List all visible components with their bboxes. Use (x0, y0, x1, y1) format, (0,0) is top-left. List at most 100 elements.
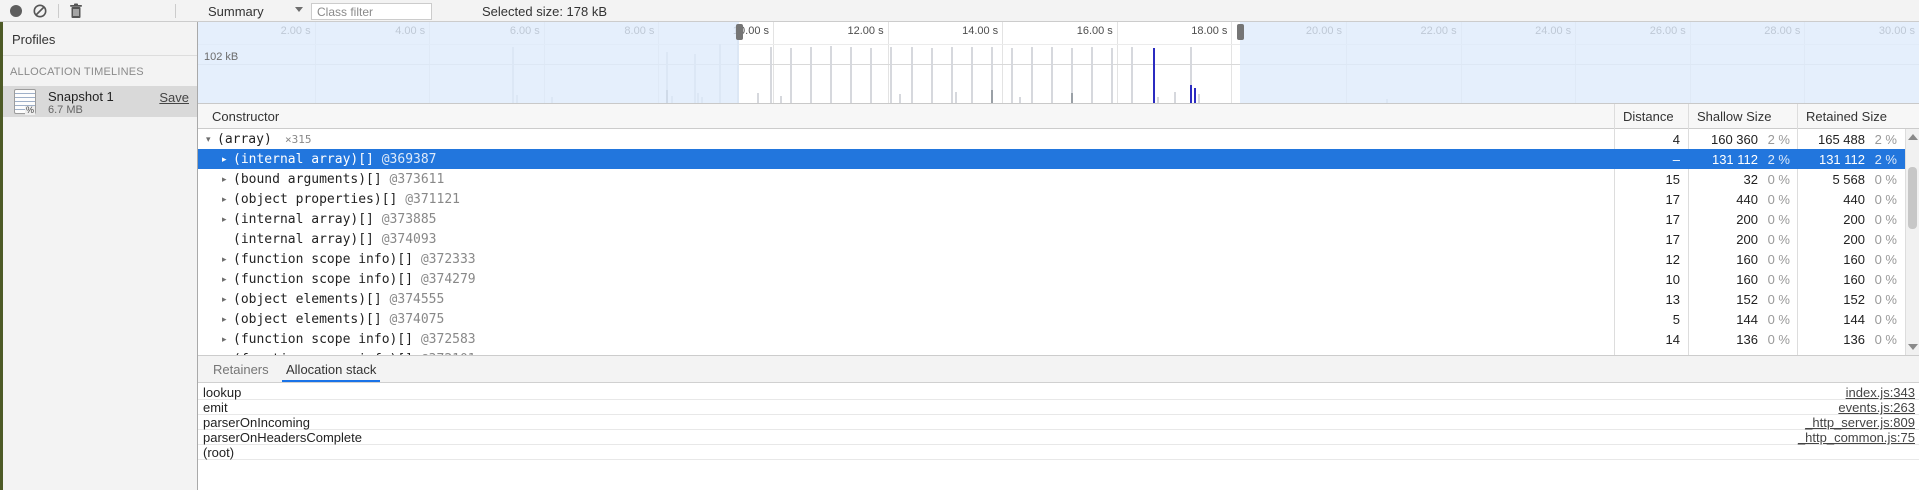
source-location-link[interactable]: events.js:263 (1838, 400, 1915, 415)
record-icon[interactable] (10, 5, 22, 17)
expand-icon[interactable]: ▸ (222, 334, 227, 344)
snapshot-size: 6.7 MB (48, 104, 83, 116)
distance-value: 12 (1665, 252, 1680, 267)
allocation-overview-chart[interactable]: 2.00 s4.00 s6.00 s8.00 s10.00 s12.00 s14… (198, 22, 1919, 104)
constructor-row[interactable]: ▸ (object properties)[] @371121 17 440 0 % 44… (198, 189, 1905, 209)
stack-frame-function: parserOnHeadersComplete (203, 430, 362, 445)
stack-frame-row: lookup index.js:343 (198, 383, 1919, 400)
distance-value: 17 (1665, 212, 1680, 227)
save-link[interactable]: Save (159, 90, 189, 105)
source-location-link[interactable]: _http_common.js:75 (1797, 430, 1915, 445)
allocation-bar (930, 48, 933, 103)
stack-frame-function: (root) (203, 445, 235, 460)
allocation-bar (810, 47, 813, 103)
distance-value: 13 (1665, 292, 1680, 307)
distance-value: 15 (1665, 172, 1680, 187)
scroll-up-icon[interactable] (1908, 134, 1918, 140)
allocation-bar (950, 47, 953, 103)
grid-scrollbar[interactable] (1905, 129, 1919, 355)
stack-frame-function: emit (203, 400, 228, 415)
time-gridline (1116, 22, 1118, 103)
selection-handle-right[interactable] (1236, 24, 1244, 40)
selection-handle-left[interactable] (735, 24, 743, 40)
expand-icon[interactable]: ▸ (222, 194, 227, 204)
constructor-row[interactable]: ▸ (function scope info)[] @372333 12 160 0 %… (198, 249, 1905, 269)
shallow-size-value: 32 (1743, 172, 1758, 187)
allocation-bar (1070, 48, 1073, 103)
datagrid-header[interactable]: Constructor Distance Shallow Size Retain… (198, 104, 1919, 129)
chevron-down-icon (295, 7, 303, 12)
constructor-row[interactable]: ▸ (function scope info)[] @372101 13 136 0 %… (198, 349, 1905, 355)
distance-value: 5 (1672, 312, 1680, 327)
object-id: @374555 (381, 292, 445, 307)
retained-size-percent: 0 % (1874, 232, 1897, 247)
constructor-name: (object elements)[] @374555 (233, 292, 445, 307)
tab-allocation-stack[interactable]: Allocation stack (281, 362, 381, 383)
class-filter-input[interactable] (311, 3, 432, 20)
constructor-row[interactable]: ▸ (bound arguments)[] @373611 15 32 0 % 5 568… (198, 169, 1905, 189)
constructor-grid: ▾ (array) ×315 4 160 360 2 % 165 488 2 % ▸ (inte… (198, 129, 1905, 355)
constructor-row[interactable]: ▸ (function scope info)[] @374279 10 160 0 %… (198, 269, 1905, 289)
allocation-bar-live (1189, 85, 1192, 103)
expand-icon[interactable]: ▸ (222, 214, 227, 224)
scrollbar-thumb[interactable] (1908, 167, 1917, 229)
allocation-bar (955, 92, 958, 103)
constructor-name: (function scope info)[] @372583 (233, 332, 476, 347)
constructor-row[interactable]: ▸ (internal array)[] @373885 17 200 0 % 200 0 … (198, 209, 1905, 229)
time-gridline (887, 22, 889, 103)
toolbar-separator (175, 4, 176, 18)
shallow-size-percent: 0 % (1767, 212, 1790, 227)
expand-icon[interactable]: ▸ (222, 294, 227, 304)
heap-snapshot-icon: % (14, 89, 36, 115)
perspective-select-label: Summary (208, 4, 264, 19)
column-header-retained-size[interactable]: Retained Size (1806, 109, 1887, 124)
constructor-row[interactable]: ▸ (internal array)[] @369387 – 131 112 2 % 13… (198, 149, 1905, 169)
shallow-size-percent: 0 % (1767, 332, 1790, 347)
expand-icon[interactable]: ▸ (222, 174, 227, 184)
perspective-select[interactable]: Summary (205, 0, 305, 22)
shallow-size-value: 200 (1736, 232, 1758, 247)
source-location-link[interactable]: index.js:343 (1845, 385, 1915, 400)
column-divider (1797, 104, 1798, 377)
shallow-size-value: 440 (1736, 192, 1758, 207)
delete-profile-icon[interactable] (69, 3, 83, 19)
time-tick-label: 12.00 s (847, 25, 884, 37)
column-header-constructor[interactable]: Constructor (212, 109, 280, 124)
stack-frame-function: parserOnIncoming (203, 415, 310, 430)
constructor-row[interactable]: ▸ (object elements)[] @374555 13 152 0 % 152 0… (198, 289, 1905, 309)
expand-icon[interactable]: ▸ (222, 274, 227, 284)
retained-size-value: 131 112 (1818, 152, 1865, 167)
expand-icon[interactable]: ▸ (222, 254, 227, 264)
constructor-row[interactable]: ▸ (function scope info)[] @372583 14 136 0 %… (198, 329, 1905, 349)
scroll-down-icon[interactable] (1908, 344, 1918, 350)
constructor-row[interactable]: ▾ (array) ×315 4 160 360 2 % 165 488 2 % (198, 129, 1905, 149)
constructor-row[interactable]: (internal array)[] @374093 17 200 0 % 200 0 % (198, 229, 1905, 249)
sidebar-item-snapshot-1[interactable]: % Snapshot 1 6.7 MB Save (0, 86, 197, 117)
sidebar-title: Profiles (12, 32, 56, 47)
allocation-bar (1050, 47, 1053, 103)
tab-retainers[interactable]: Retainers (213, 362, 269, 377)
expand-icon[interactable]: ▸ (222, 154, 227, 164)
allocation-bar (990, 47, 993, 103)
expand-icon[interactable]: ▸ (222, 314, 227, 324)
shallow-size-percent: 0 % (1767, 232, 1790, 247)
clear-all-icon[interactable] (33, 4, 47, 18)
source-location-link[interactable]: _http_server.js:809 (1805, 415, 1915, 430)
allocation-bar (1019, 97, 1022, 103)
column-header-distance[interactable]: Distance (1623, 109, 1674, 124)
retained-size-percent: 0 % (1874, 252, 1897, 267)
constructor-name: (function scope info)[] @372333 (233, 252, 476, 267)
collapse-icon[interactable]: ▾ (206, 134, 211, 144)
constructor-row[interactable]: ▸ (object elements)[] @374075 5 144 0 % 144 0 … (198, 309, 1905, 329)
retained-size-percent: 0 % (1874, 212, 1897, 227)
object-id: @374075 (381, 312, 445, 327)
allocation-bar (1174, 92, 1177, 103)
column-header-shallow-size[interactable]: Shallow Size (1697, 109, 1772, 124)
memory-max-line (198, 64, 1919, 65)
shallow-size-percent: 0 % (1767, 312, 1790, 327)
distance-value: – (1672, 152, 1680, 167)
allocation-bar (779, 96, 782, 103)
retained-size-percent: 0 % (1874, 332, 1897, 347)
expand-icon[interactable]: ▸ (222, 354, 227, 355)
shallow-size-percent: 0 % (1767, 272, 1790, 287)
